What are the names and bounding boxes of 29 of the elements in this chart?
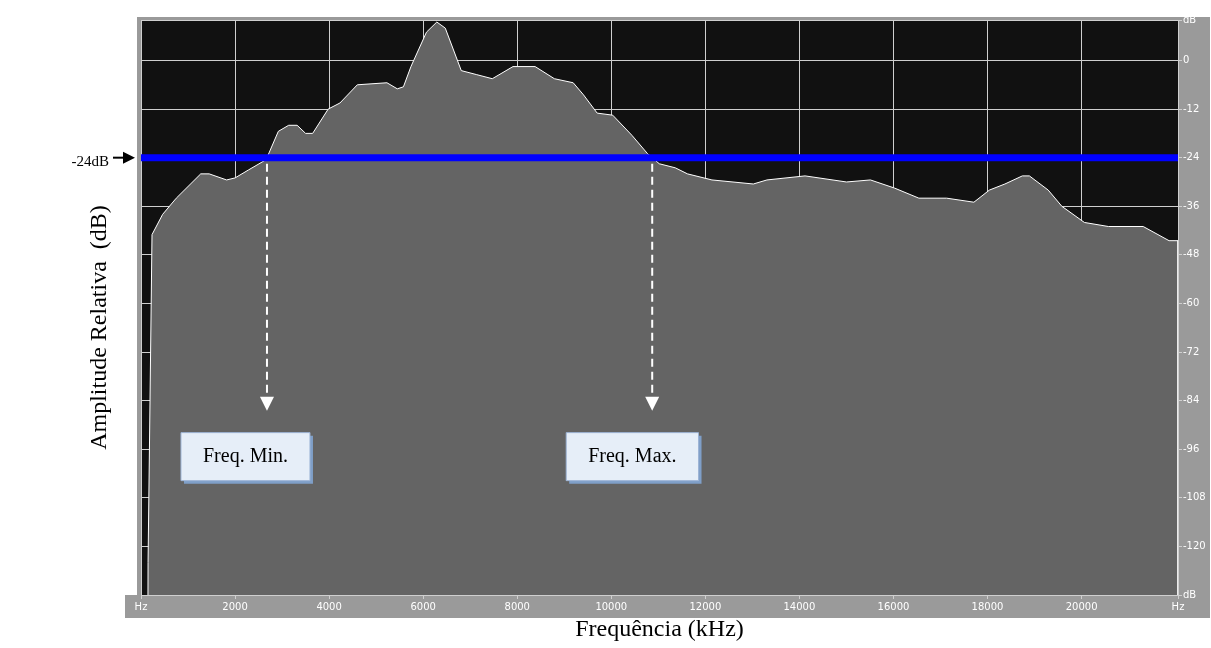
y-axis-title: Amplitude Relativa (dB) bbox=[85, 205, 112, 450]
annotation: Freq. Max. bbox=[588, 443, 677, 467]
x-tick-label: 14000 bbox=[783, 600, 816, 612]
y-tick-label: -96 bbox=[1183, 442, 1200, 454]
x-tick-label: 18000 bbox=[971, 600, 1004, 612]
x-axis-title: Frequência (kHz) bbox=[575, 614, 744, 641]
x-tick-label: 2000 bbox=[222, 600, 248, 612]
x-tick-label: Hz bbox=[1171, 600, 1185, 612]
y-tick-label: -84 bbox=[1183, 394, 1200, 406]
y-tick-label: -60 bbox=[1183, 297, 1200, 309]
x-tick-label: 6000 bbox=[410, 600, 436, 612]
annotation: Freq. Min. bbox=[202, 443, 288, 467]
x-tick-label: 20000 bbox=[1065, 600, 1098, 612]
y-tick-label: dB bbox=[1183, 588, 1197, 600]
y-tick-label: -12 bbox=[1183, 102, 1200, 114]
y-tick-label: -120 bbox=[1183, 540, 1206, 551]
x-tick-label: 4000 bbox=[316, 600, 342, 612]
x-tick-label: 8000 bbox=[504, 600, 530, 612]
x-tick-label: 10000 bbox=[595, 600, 628, 612]
y-tick-label: -36 bbox=[1183, 199, 1200, 211]
y-tick-label: -48 bbox=[1183, 248, 1200, 260]
y-tick-label: -24 bbox=[1183, 151, 1200, 163]
x-tick-label: 12000 bbox=[689, 600, 722, 612]
y-tick-label: 0 bbox=[1183, 54, 1190, 66]
y-tick-label: -108 bbox=[1183, 491, 1206, 503]
y-tick-label: -72 bbox=[1183, 345, 1200, 357]
x-tick-label: Hz bbox=[134, 600, 148, 612]
x-tick-label: 16000 bbox=[877, 600, 910, 612]
ref-line-label: -24dB bbox=[71, 152, 109, 169]
